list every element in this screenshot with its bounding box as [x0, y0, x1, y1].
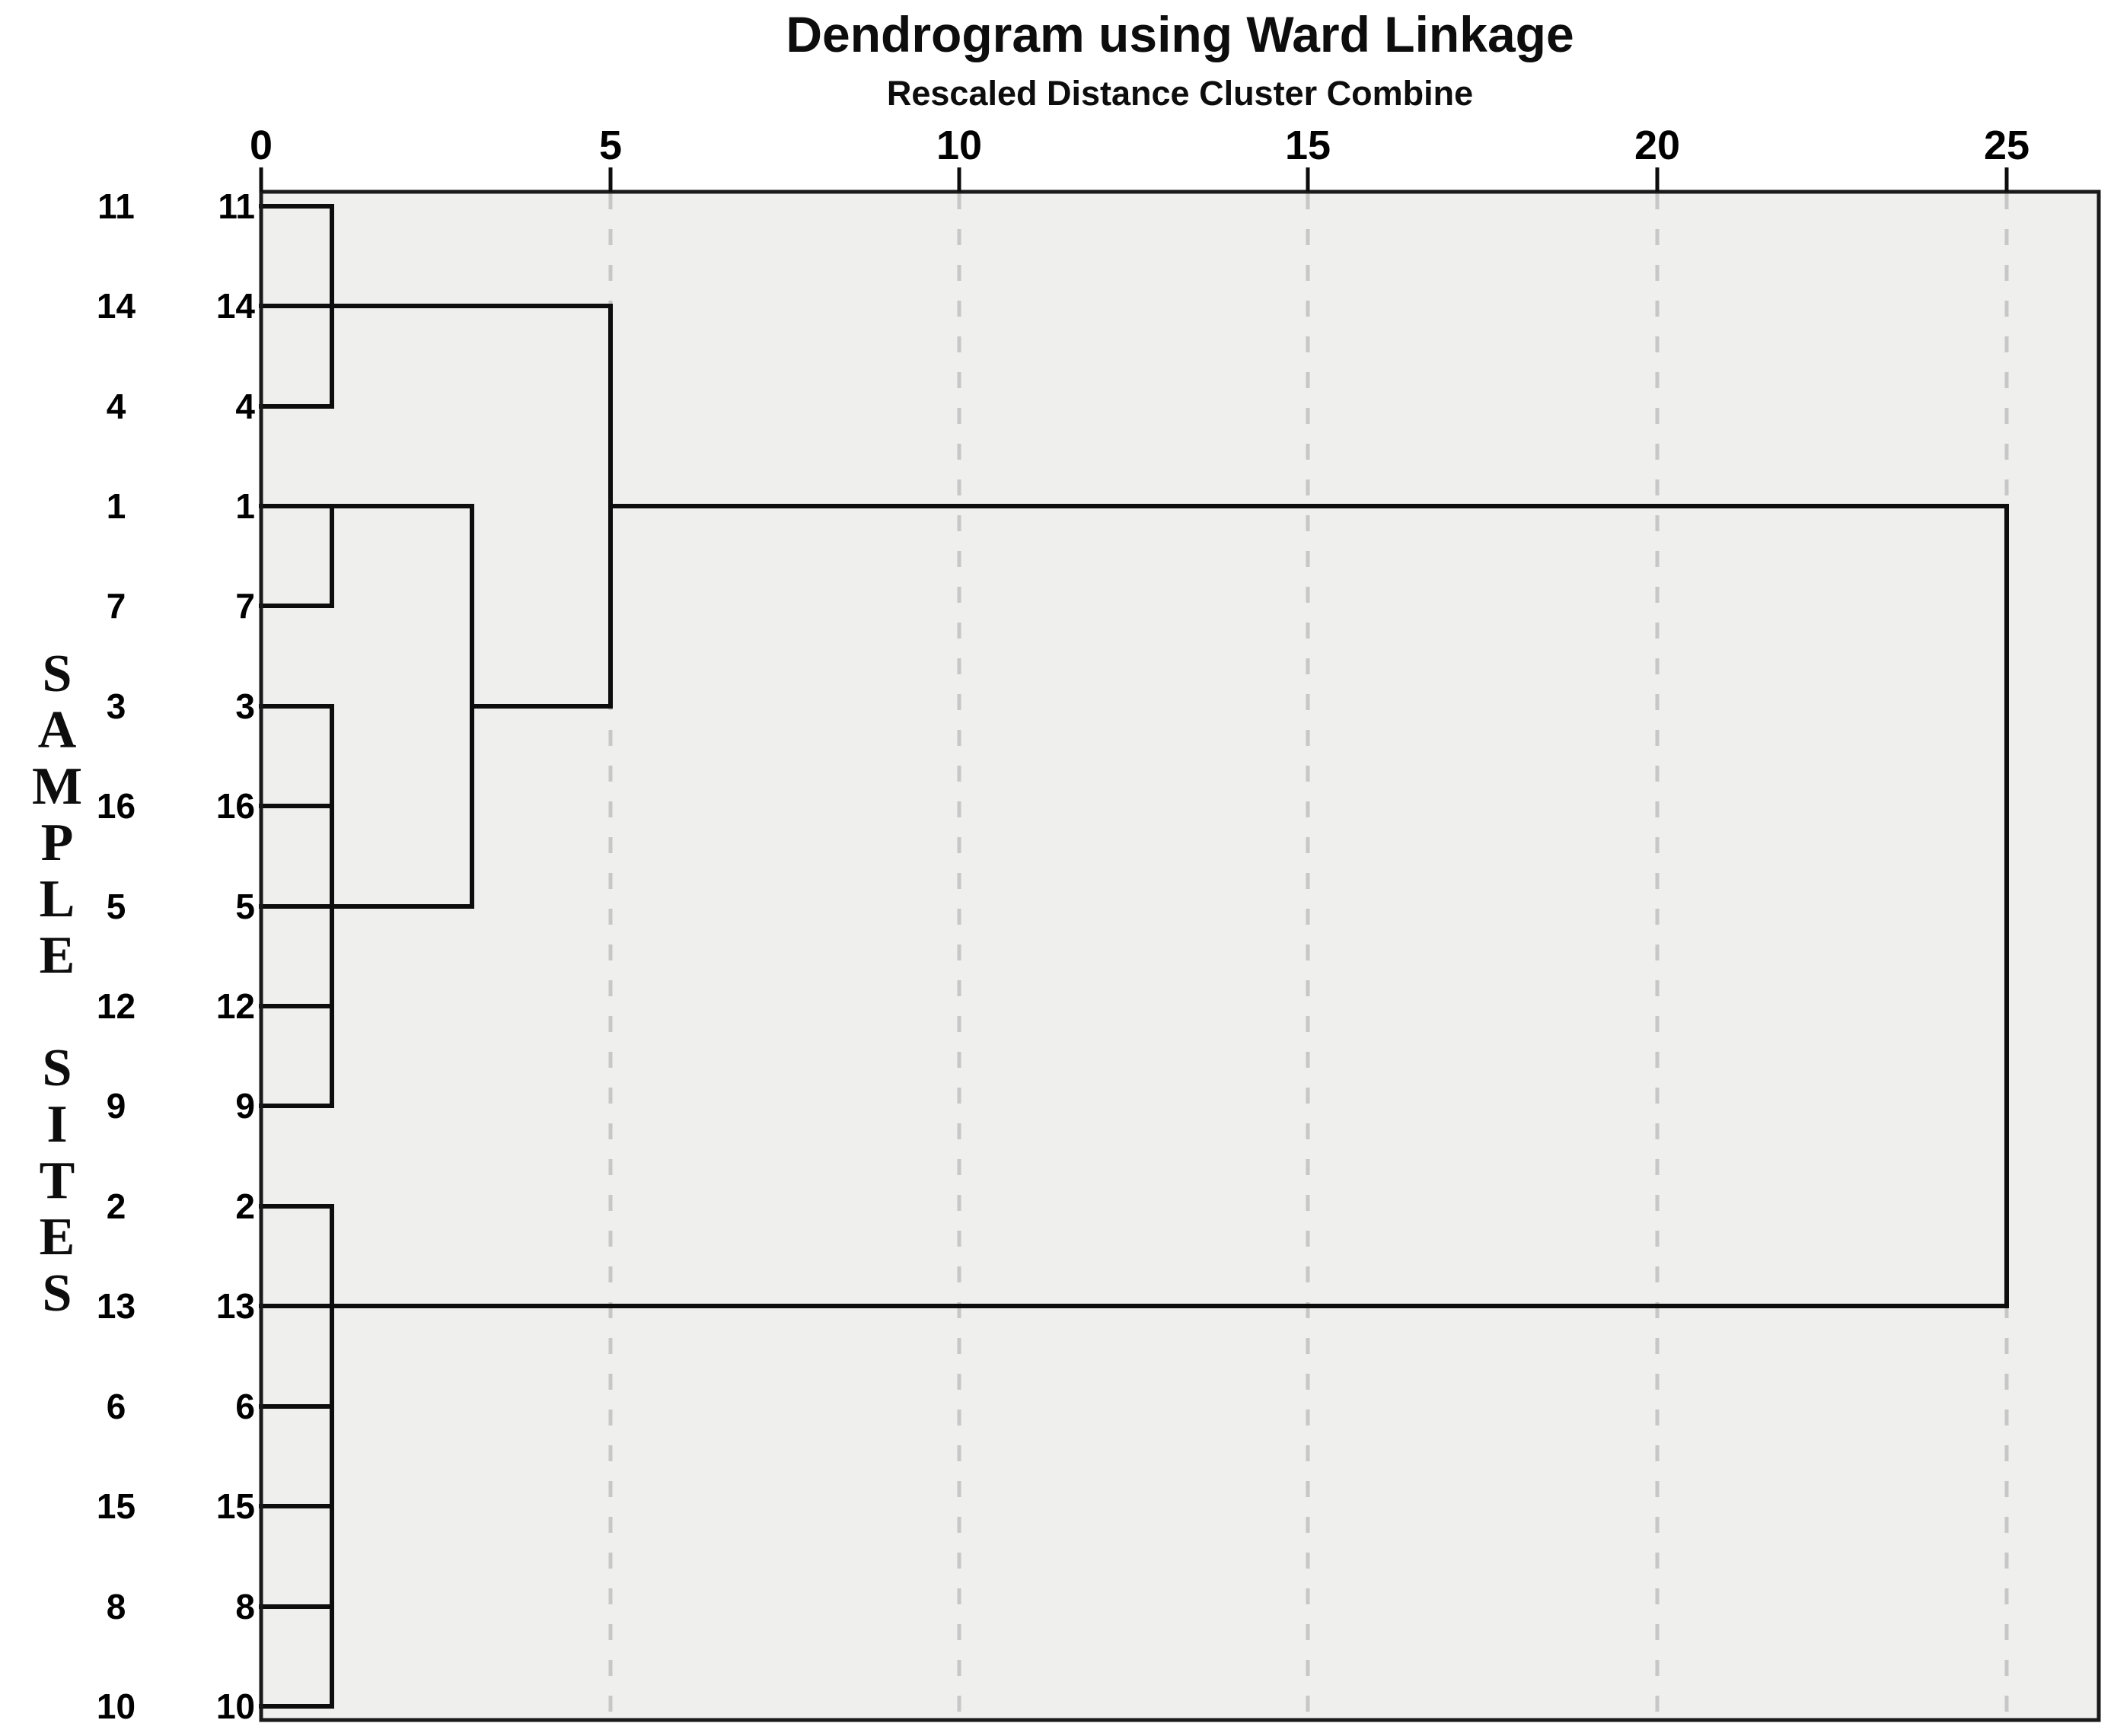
leaf-label: 8 [106, 1587, 126, 1626]
y-axis-letter: E [39, 1208, 75, 1266]
y-axis-letter: S [42, 1264, 72, 1323]
leaf-label-column-inner: 11 14 4 1 7 3 16 5 12 9 2 13 6 15 8 10 [114, 0, 255, 1736]
leaf-label: 12 [215, 986, 255, 1026]
y-axis-letter: T [39, 1151, 75, 1210]
leaf-label: 14 [215, 286, 255, 326]
leaf-label: 4 [106, 387, 126, 426]
y-axis-letter: P [40, 814, 74, 872]
y-axis-letter: L [39, 870, 75, 929]
leaf-label: 2 [235, 1187, 255, 1226]
leaf-label: 6 [235, 1387, 255, 1426]
leaf-label: 14 [96, 286, 136, 326]
chart-subtitle: Rescaled Distance Cluster Combine [886, 74, 1474, 113]
leaf-label: 8 [235, 1587, 255, 1626]
tick-label: 10 [936, 123, 982, 168]
leaf-label: 9 [106, 1086, 126, 1126]
leaf-label-column-outer: 11 14 4 1 7 3 16 5 12 9 2 13 6 15 8 10 [46, 0, 187, 1736]
plot-panel [261, 192, 2099, 1720]
leaf-label: 7 [235, 586, 255, 626]
leaf-label: 7 [106, 586, 126, 626]
leaf-label: 11 [218, 186, 255, 226]
leaf-label: 16 [96, 786, 136, 826]
leaf-label: 2 [106, 1187, 126, 1226]
leaf-label: 9 [235, 1086, 255, 1126]
plot-border [259, 190, 2101, 1722]
tick-label: 5 [599, 123, 622, 168]
tick-label: 25 [1984, 123, 2030, 168]
leaf-label: 16 [215, 786, 255, 826]
tick-label: 0 [250, 123, 273, 168]
tick-label: 20 [1634, 123, 1680, 168]
leaf-label: 15 [215, 1486, 255, 1526]
leaf-label: 11 [97, 186, 135, 226]
leaf-label: 10 [96, 1687, 136, 1726]
leaf-label: 13 [96, 1286, 136, 1326]
leaf-label: 6 [106, 1387, 126, 1426]
y-axis-letter: E [39, 926, 75, 985]
leaf-label: 3 [235, 686, 255, 726]
y-axis-letter: S [42, 1039, 72, 1097]
y-axis-letter: I [46, 1095, 68, 1154]
leaf-label: 12 [96, 986, 136, 1026]
y-axis-letter: S [42, 645, 72, 703]
leaf-label: 3 [106, 686, 126, 726]
leaf-label: 1 [106, 486, 126, 526]
y-axis-letter: M [31, 757, 83, 816]
leaf-label: 13 [215, 1286, 255, 1326]
leaf-label: 4 [235, 387, 255, 426]
leaf-label: 5 [106, 887, 126, 926]
leaf-label: 15 [96, 1486, 136, 1526]
leaf-label: 1 [235, 486, 255, 526]
y-axis-letter: A [37, 701, 77, 760]
leaf-label: 10 [215, 1687, 255, 1726]
tick-label: 15 [1285, 123, 1331, 168]
leaf-label: 5 [235, 887, 255, 926]
chart-title: Dendrogram using Ward Linkage [786, 6, 1574, 62]
